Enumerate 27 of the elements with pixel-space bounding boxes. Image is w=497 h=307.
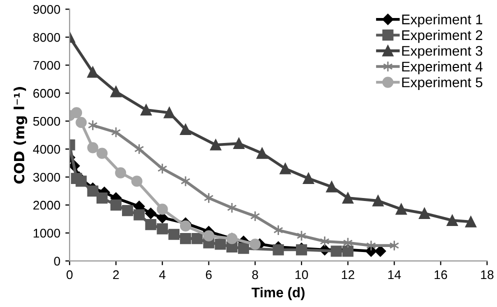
legend-label: Experiment 2 <box>402 30 482 43</box>
y-tick-label: 2000 <box>33 200 60 210</box>
legend-label: Experiment 1 <box>402 14 482 28</box>
x-tick-label: 0 <box>66 270 73 280</box>
legend-label: Experiment 5 <box>402 77 482 90</box>
y-tick-label: 6000 <box>33 88 60 98</box>
y-tick-label: 7000 <box>33 60 60 70</box>
y-axis-title: COD (mg l⁻¹) <box>14 87 28 184</box>
y-tick-label: 5000 <box>33 116 60 126</box>
y-tick-label: 9000 <box>33 5 60 14</box>
y-tick-label: 4000 <box>33 144 60 154</box>
x-tick-label: 4 <box>159 270 166 280</box>
x-tick-label: 2 <box>113 270 119 280</box>
x-tick-label: 16 <box>434 270 448 280</box>
y-tick-label: 1000 <box>34 228 60 238</box>
y-tick-label: 3000 <box>33 172 60 182</box>
x-tick-label: 12 <box>342 270 354 280</box>
x-tick-label: 10 <box>296 270 308 280</box>
x-tick-label: 8 <box>252 270 258 280</box>
legend-label: Experiment 3 <box>402 46 482 59</box>
x-tick-label: 14 <box>388 270 401 280</box>
x-tick-label: 18 <box>481 270 494 280</box>
y-tick-label: 8000 <box>33 32 60 42</box>
legend-label: Experiment 4 <box>402 61 483 74</box>
y-tick-label: 0 <box>54 256 60 266</box>
x-axis-title: Time (d) <box>252 287 305 300</box>
x-tick-label: 6 <box>206 270 212 280</box>
